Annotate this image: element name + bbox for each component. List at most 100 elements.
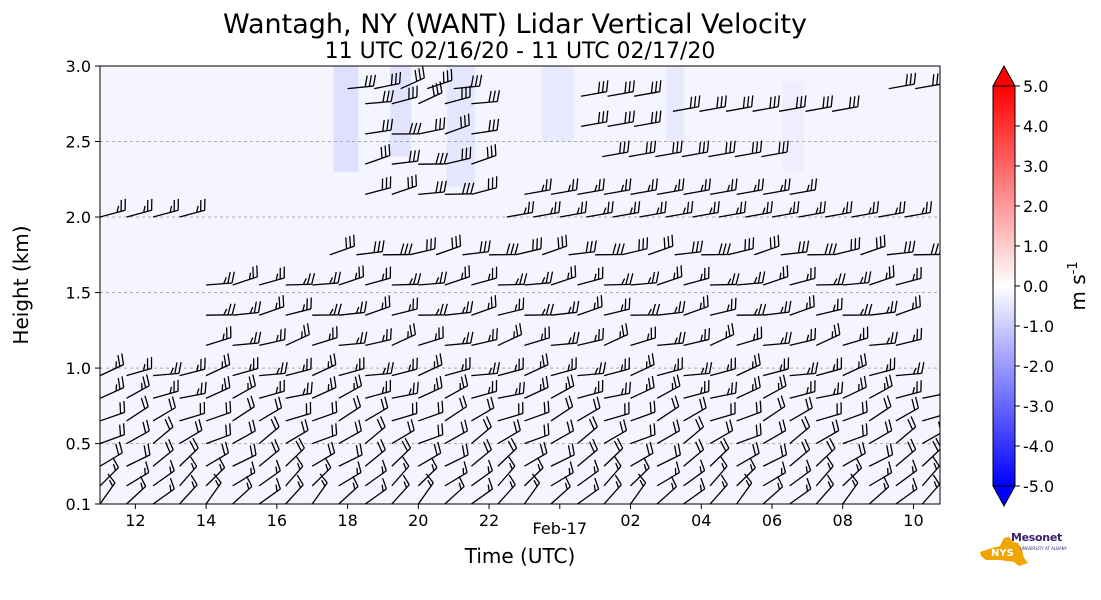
wind-barb (736, 178, 765, 196)
wind-barb (126, 374, 150, 399)
downdraft-patch (333, 66, 359, 172)
wind-barb (523, 457, 544, 487)
wind-barb (126, 443, 151, 467)
wind-barb (444, 476, 465, 504)
wind-barb (417, 441, 442, 467)
wind-barb (745, 201, 773, 218)
wind-barb (816, 297, 843, 316)
colorbar-tick-label: 0.0 (1023, 277, 1048, 296)
wind-barb (391, 85, 418, 105)
colorbar-max-arrow (992, 64, 1016, 87)
wind-barb (577, 416, 598, 445)
colorbar-tick-label: 4.0 (1023, 117, 1048, 136)
wind-barb (338, 395, 362, 422)
wind-barb (152, 439, 174, 467)
wind-barb (365, 379, 392, 399)
wind-barb (312, 303, 342, 316)
wind-barb (417, 457, 438, 487)
wind-barb (232, 301, 262, 316)
wind-barb (603, 273, 634, 286)
wind-barb (338, 265, 365, 286)
wind-barb (497, 381, 525, 399)
y-tick-label: 0.1 (66, 495, 91, 514)
wind-barb (603, 402, 630, 422)
x-tick-label: 04 (691, 511, 711, 530)
wind-barb (418, 423, 444, 445)
wind-barb (692, 201, 720, 218)
wind-barb (100, 400, 126, 422)
x-tick-label: 12 (125, 511, 145, 530)
wind-barb (470, 459, 494, 487)
wind-barb (877, 201, 906, 218)
wind-barb (232, 461, 256, 487)
wind-barb (842, 423, 868, 445)
wind-barb (541, 234, 568, 256)
wind-barb (152, 477, 175, 504)
colorbar-tick-label: 2.0 (1023, 197, 1048, 216)
wind-barb (789, 438, 811, 467)
wind-barb (311, 423, 338, 445)
wind-barb (727, 237, 755, 256)
chart-subtitle: 11 UTC 02/16/20 - 11 UTC 02/17/20 (325, 39, 716, 64)
wind-barb (602, 140, 630, 158)
wind-barb (444, 374, 469, 399)
wind-barb (497, 357, 524, 377)
wind-barb (550, 476, 571, 504)
wind-barb (577, 362, 607, 377)
wind-barb (489, 243, 519, 256)
wind-barb (577, 438, 599, 467)
wind-barb (886, 240, 916, 256)
wind-barb (258, 477, 281, 504)
wind-barb (550, 419, 575, 445)
wind-barb (471, 176, 498, 196)
wind-barb (577, 380, 604, 399)
wind-barb (655, 140, 683, 158)
wind-barb (391, 419, 415, 445)
wind-barb (364, 396, 389, 422)
colorbar-tick-label: -4.0 (1023, 437, 1054, 456)
wind-barb (206, 271, 235, 286)
wind-barb (506, 201, 535, 218)
wind-barb (815, 419, 840, 445)
wind-barb (205, 457, 226, 487)
wind-barb (736, 441, 760, 467)
downdraft-patch (665, 66, 684, 142)
wind-barb (833, 237, 861, 256)
wind-barb (816, 381, 844, 399)
wind-barb (736, 400, 762, 422)
wind-barb (709, 456, 728, 487)
colorbar-tick-label: -1.0 (1023, 317, 1054, 336)
wind-barb (895, 396, 919, 422)
wind-barb (365, 118, 394, 135)
wind-barb (417, 473, 434, 504)
wind-barb (497, 323, 523, 347)
wind-barb (709, 323, 735, 347)
y-tick-label: 2.0 (66, 208, 91, 227)
wind-barb (550, 178, 579, 196)
wind-barb (868, 419, 893, 445)
wind-barb (550, 300, 580, 316)
wind-barb (789, 396, 813, 422)
wind-barb (364, 438, 386, 467)
wind-barb (656, 476, 678, 504)
wind-barb (736, 375, 761, 399)
wind-barb (524, 423, 550, 445)
wind-barb (311, 400, 338, 422)
wind-barb (444, 461, 468, 487)
wind-barb (656, 443, 682, 467)
plot-area (99, 65, 941, 505)
wind-barb (842, 303, 873, 316)
wind-barb (656, 461, 681, 487)
nys-mesonet-logo: NYS (980, 537, 1028, 566)
wind-barb (365, 361, 394, 377)
wind-barb (259, 328, 286, 347)
wind-barb (400, 66, 425, 90)
wind-barb (100, 473, 116, 504)
downdraft-patch (390, 66, 412, 157)
wind-barb (832, 95, 860, 112)
wind-barb (409, 237, 436, 256)
wind-barb (789, 459, 812, 487)
wind-barb (444, 265, 471, 286)
wind-barb (471, 396, 495, 422)
